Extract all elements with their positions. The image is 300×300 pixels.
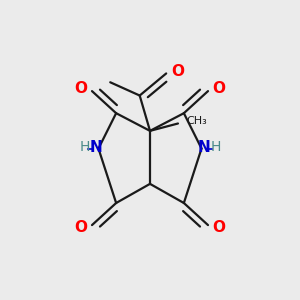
- Text: H: H: [211, 140, 221, 154]
- Text: H: H: [79, 140, 89, 154]
- Text: N: N: [89, 140, 102, 155]
- Text: O: O: [172, 64, 184, 80]
- Text: O: O: [213, 81, 226, 96]
- Text: O: O: [74, 220, 87, 235]
- Text: CH₃: CH₃: [187, 116, 208, 126]
- Text: O: O: [74, 81, 87, 96]
- Text: N: N: [198, 140, 211, 155]
- Text: O: O: [213, 220, 226, 235]
